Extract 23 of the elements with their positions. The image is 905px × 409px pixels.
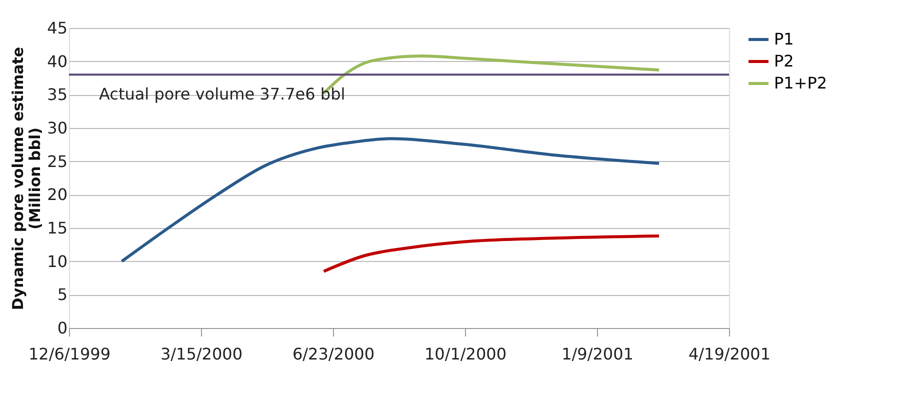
y-tick-label: 25 <box>47 152 68 171</box>
legend-label: P1+P2 <box>774 74 828 92</box>
y-tick-label: 40 <box>47 52 68 71</box>
x-tick-label: 4/19/2001 <box>688 344 771 364</box>
x-tick-label: 3/15/2000 <box>160 344 243 364</box>
y-tick-label: 45 <box>47 18 68 38</box>
legend-label: P2 <box>774 52 794 70</box>
y-tick-label: 0 <box>57 318 68 338</box>
line-series <box>322 234 661 273</box>
y-tick-label: 30 <box>47 118 68 138</box>
y-tick-label: 10 <box>47 252 68 271</box>
y-tick-label: 15 <box>47 218 68 238</box>
y-tick-label: 20 <box>47 185 68 204</box>
y-tick-label: 5 <box>57 285 68 304</box>
legend-label: P1 <box>774 30 794 48</box>
x-tick-label: 10/1/2000 <box>424 344 507 364</box>
x-tick-label: 12/6/1999 <box>28 344 111 364</box>
y-axis-title: Dynamic pore volume estimate (Million bbl) <box>9 46 44 310</box>
line-series <box>120 137 661 263</box>
x-tick-label: 1/9/2001 <box>562 344 634 364</box>
ref-line-label: Actual pore volume 37.7e6 bbl <box>99 84 346 104</box>
y-tick-label: 35 <box>47 85 68 104</box>
x-tick-label: 6/23/2000 <box>292 344 375 364</box>
